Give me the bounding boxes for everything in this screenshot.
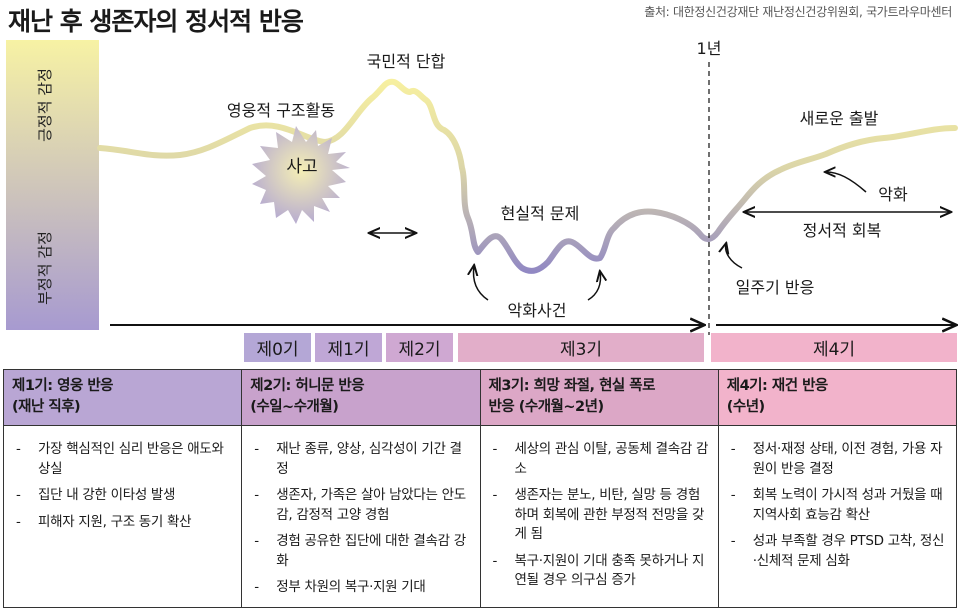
phase-column-3: 제3기: 희망 좌절, 현실 폭로 반응 (수개월~2년) - 세상의 관심 이탈…: [480, 370, 719, 607]
list-item: - 생존자는 분노, 비탄, 실망 등 경험하며 회복에 관한 부정적 전망을 갖…: [492, 487, 705, 542]
page-title: 재난 후 생존자의 정서적 반응: [8, 7, 304, 36]
emotion-curve: [97, 78, 958, 274]
column-body: - 재난 종류, 양상, 심각성이 기간 결정 - 생존자, 가족은 살아 남았다는…: [242, 426, 479, 605]
column-heading: 제3기: 희망 좌절, 현실 폭로 반응 (수개월~2년): [480, 370, 718, 426]
phase-4: 제4기: [711, 333, 957, 362]
worsening-arrow-right: [587, 272, 601, 301]
worsen-arrow: [826, 172, 867, 193]
phase-3: 제3기: [458, 333, 704, 362]
list-item: - 정부 차원의 복구·지원 기대: [254, 579, 426, 595]
column-heading: 제4기: 재건 반응 (수년): [718, 370, 956, 426]
list-item: - 정서·재정 상태, 이전 경험, 가용 자원이 반응 결정: [730, 441, 943, 477]
worsening-event-label: 악화사건: [508, 301, 567, 320]
worsening-arrow-left: [474, 266, 489, 301]
phase-column-2: 제2기: 허니문 반응 (수일~수개월) - 재난 종류, 양상, 심각성이 기간…: [242, 370, 481, 607]
emotion-curve-diagram: 긍정적 감정 부정적 감정 사고 영웅적 구조활동 국민적 단합 현실적 문제 …: [6, 39, 960, 335]
list-item: - 가장 핵심적인 심리 반응은 애도와 상실: [16, 441, 224, 477]
phase-column-4: 제4기: 재건 반응 (수년) - 정서·재정 상태, 이전 경험, 가용 자원이…: [718, 370, 956, 607]
list-item: - 생존자, 가족은 살아 남았다는 안도감, 감정적 고양 경험: [254, 487, 466, 523]
worsen-label: 악화: [878, 185, 908, 204]
list-item: - 재난 종류, 양상, 심각성이 기간 결정: [254, 441, 462, 477]
source-credit: 출처: 대한정신건강재단 재난정신건강위원회, 국가트라우마센터: [644, 5, 952, 19]
list-item: - 경험 공유한 집단에 대한 결속감 강화: [254, 533, 466, 569]
one-year-label: 1년: [697, 39, 722, 58]
reality-problem-label: 현실적 문제: [501, 204, 580, 223]
accident-label: 사고: [286, 157, 317, 177]
emotional-recovery-label: 정서적 회복: [803, 221, 882, 240]
column-heading: 제1기: 영웅 반응 (재난 직후): [4, 370, 242, 426]
column-body: - 가장 핵심적인 심리 반응은 애도와 상실 - 집단 내 강한 이타성 발생 -…: [4, 426, 241, 539]
list-item: - 집단 내 강한 이타성 발생: [16, 487, 176, 503]
national-unity-label: 국민적 단합: [367, 52, 446, 71]
negative-emotion-label: 부정적 감정: [36, 231, 54, 305]
phase-0: 제0기: [244, 333, 311, 362]
anniversary-reaction-label: 일주기 반응: [736, 278, 815, 297]
heroic-rescue-label: 영웅적 구조활동: [227, 101, 335, 120]
phase-1: 제1기: [315, 333, 382, 362]
list-item: - 성과 부족할 경우 PTSD 고착, 정신·신체적 문제 심화: [730, 533, 945, 569]
phase-column-1: 제1기: 영웅 반응 (재난 직후) - 가장 핵심적인 심리 반응은 애도와 상…: [4, 370, 243, 607]
emotion-gradient-bar: [6, 40, 99, 330]
new-start-label: 새로운 출발: [800, 109, 879, 128]
column-heading: 제2기: 허니문 반응 (수일~수개월): [242, 370, 480, 426]
list-item: - 회복 노력이 가시적 성과 거뒀을 때 지역사회 효능감 확산: [730, 487, 943, 523]
phase-table: 제1기: 영웅 반응 (재난 직후) - 가장 핵심적인 심리 반응은 애도와 상…: [3, 369, 957, 608]
column-body: - 세상의 관심 이탈, 공동체 결속감 감소 - 생존자는 분노, 비탄, 실망 …: [481, 426, 718, 598]
accident-starburst: [252, 126, 350, 224]
positive-emotion-label: 긍정적 감정: [36, 68, 54, 142]
column-body: - 정서·재정 상태, 이전 경험, 가용 자원이 반응 결정 - 회복 노력이 가…: [719, 426, 956, 578]
list-item: - 피해자 지원, 구조 동기 확산: [16, 513, 192, 530]
anniversary-arrow: [726, 244, 743, 269]
list-item: - 세상의 관심 이탈, 공동체 결속감 감소: [492, 441, 709, 477]
phase-2: 제2기: [386, 333, 453, 362]
list-item: - 복구·지원이 기대 충족 못하거나 지연될 경우 의구심 증가: [492, 552, 705, 589]
